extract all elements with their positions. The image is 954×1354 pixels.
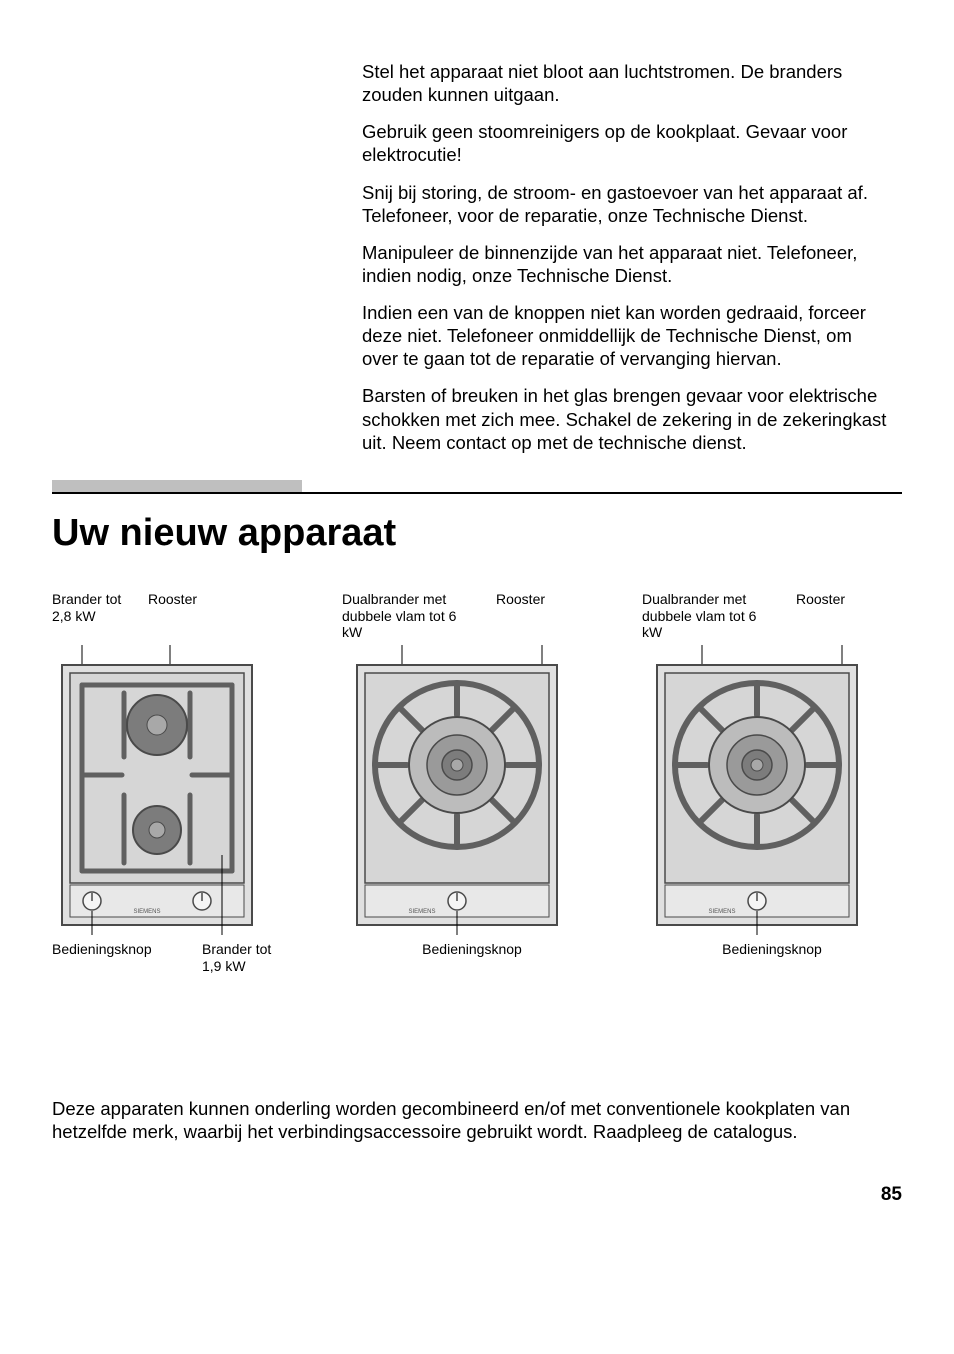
intro-p2: Gebruik geen stoomreinigers op de kookpl… <box>362 120 892 166</box>
label-burner-19: Brander tot 1,9 kW <box>202 941 292 975</box>
brand-text: SIEMENS <box>133 909 160 915</box>
cooktop-two-burner-svg: SIEMENS <box>52 645 262 935</box>
label-burner-28: Brander tot 2,8 kW <box>52 591 140 625</box>
page: Stel het apparaat niet bloot aan luchtst… <box>0 0 954 1246</box>
svg-text:SIEMENS: SIEMENS <box>708 909 735 915</box>
intro-p3: Snij bij storing, de stroom- en gastoevo… <box>362 181 892 227</box>
section-rule <box>52 492 902 494</box>
intro-p6: Barsten of breuken in het glas brengen g… <box>362 384 892 453</box>
label-rooster: Rooster <box>148 591 218 608</box>
svg-text:SIEMENS: SIEMENS <box>408 909 435 915</box>
label-rooster: Rooster <box>496 591 556 608</box>
cooktop-dual-burner-svg: SIEMENS <box>642 645 872 935</box>
label-knob: Bedieningsknop <box>722 941 822 958</box>
label-dual-burner: Dualbrander met dubbele vlam tot 6 kW <box>342 591 472 641</box>
intro-p4: Manipuleer de binnenzijde van het appara… <box>362 241 892 287</box>
diagram-1: Brander tot 2,8 kW Rooster <box>52 591 302 977</box>
diagram-row: Brander tot 2,8 kW Rooster <box>52 591 902 977</box>
label-knob: Bedieningsknop <box>52 941 162 958</box>
section-heading: Uw nieuw apparaat <box>52 512 902 555</box>
intro-paragraphs: Stel het apparaat niet bloot aan luchtst… <box>362 60 892 454</box>
page-number: 85 <box>52 1184 902 1206</box>
intro-p5: Indien een van de knoppen niet kan worde… <box>362 301 892 370</box>
label-knob: Bedieningsknop <box>422 941 522 958</box>
label-rooster: Rooster <box>796 591 856 608</box>
diagram-2: Dualbrander met dubbele vlam tot 6 kW Ro… <box>342 591 602 977</box>
bottom-paragraph: Deze apparaten kunnen onderling worden g… <box>52 1097 902 1144</box>
section-accent-bar <box>52 480 302 492</box>
cooktop-dual-burner-svg: SIEMENS <box>342 645 572 935</box>
diagram-3: Dualbrander met dubbele vlam tot 6 kW Ro… <box>642 591 902 977</box>
label-dual-burner: Dualbrander met dubbele vlam tot 6 kW <box>642 591 772 641</box>
intro-p1: Stel het apparaat niet bloot aan luchtst… <box>362 60 892 106</box>
